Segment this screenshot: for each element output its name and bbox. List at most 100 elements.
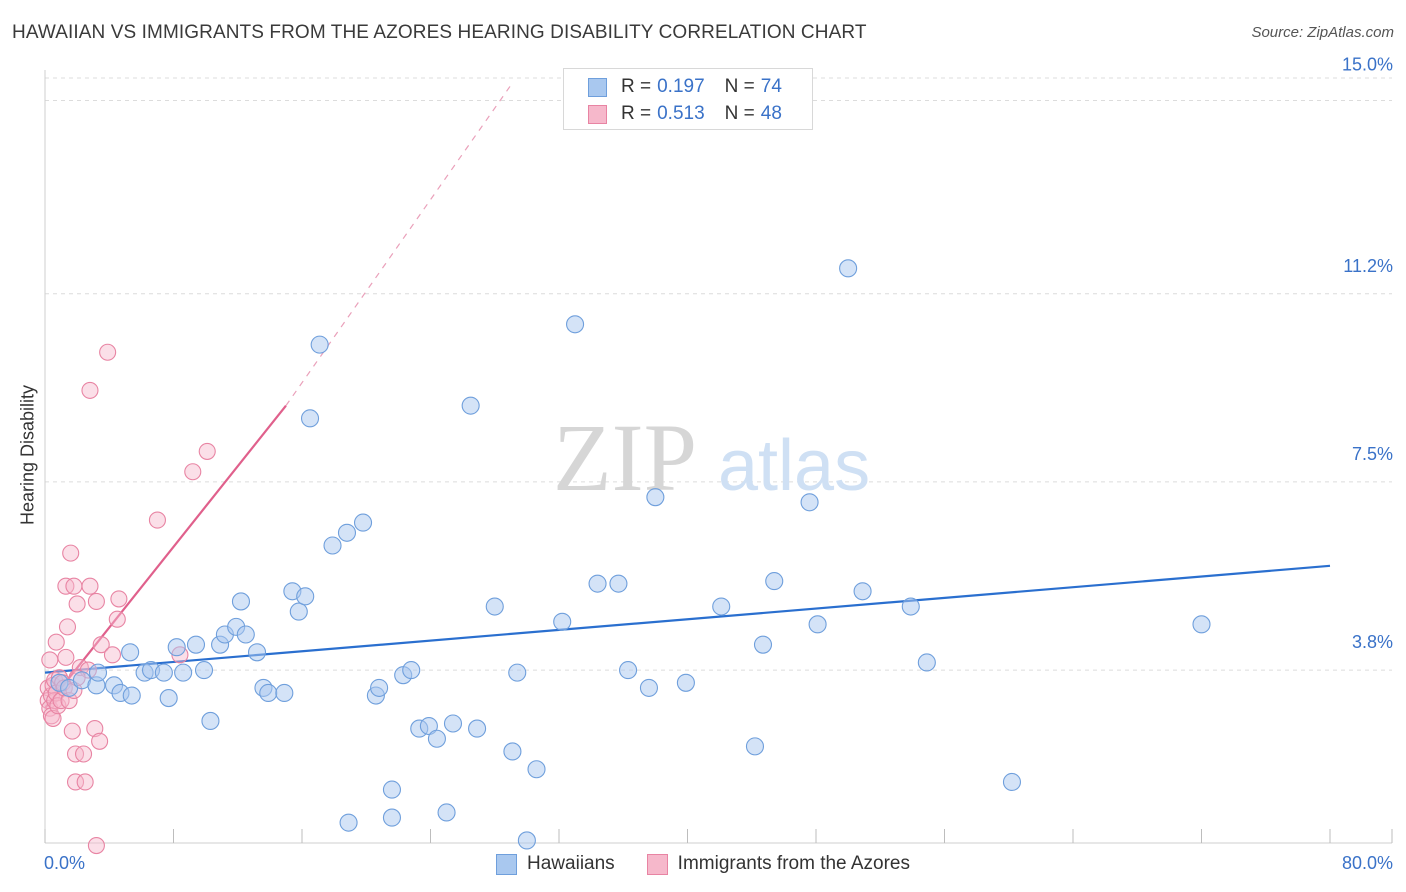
r-value: 0.513	[657, 103, 705, 124]
n-label: N =	[724, 103, 755, 124]
hawaiian-point	[427, 729, 446, 748]
trend-lines	[44, 84, 1331, 709]
azores-point	[99, 343, 117, 361]
hawaiian-point	[174, 663, 193, 682]
legend-label-azores: Immigrants from the Azores	[677, 853, 910, 874]
hawaiian-point	[339, 813, 358, 832]
hawaiian-point	[527, 760, 546, 779]
hawaiian-point	[236, 625, 255, 644]
hawaiians-swatch	[588, 77, 607, 97]
y-tick-label: 15.0%	[1342, 55, 1393, 75]
azores-point	[66, 773, 85, 791]
hawaiian-point	[419, 716, 438, 736]
azores-point	[57, 648, 75, 666]
azores-point	[41, 651, 59, 669]
source-label: Source: ZipAtlas.com	[1251, 24, 1394, 41]
azores-point	[103, 646, 122, 664]
azores-point	[86, 720, 104, 738]
azores-point	[148, 511, 166, 529]
tick-labels: 3.8% 7.5% 11.2% 15.0% 0.0% 80.0%	[44, 55, 1393, 873]
hawaiian-point	[901, 597, 920, 616]
hawaiian-point	[461, 396, 480, 415]
azores-point	[44, 709, 62, 727]
hawaiian-point	[917, 653, 936, 672]
watermark-zip: ZIP	[553, 404, 697, 511]
hawaiian-point	[1192, 615, 1211, 634]
azores-point	[92, 636, 110, 654]
azores-point	[87, 836, 105, 855]
hawaiian-point	[247, 643, 267, 662]
hawaiian-point	[712, 597, 731, 616]
hawaiian-point	[201, 711, 220, 730]
hawaiian-point	[300, 409, 320, 428]
azores-point	[108, 610, 126, 628]
trend-line-azores	[44, 404, 287, 709]
hawaiian-point	[639, 678, 659, 697]
stats-legend-row-azores: R = 0.513 N = 48	[588, 101, 782, 127]
azores-point	[63, 722, 81, 740]
r-value: 0.197	[657, 76, 705, 97]
hawaiian-point	[839, 259, 858, 278]
hawaiian-point	[382, 780, 402, 799]
r-label: R =	[621, 76, 652, 97]
watermark-atlas: atlas	[718, 426, 870, 506]
hawaiian-point	[337, 523, 357, 542]
hawaiian-point	[745, 737, 765, 756]
hawaiian-point	[353, 513, 373, 532]
legend-label-hawaiians: Hawaiians	[527, 853, 615, 874]
x-tick-label: 0.0%	[44, 853, 85, 873]
hawaiian-point	[566, 315, 585, 334]
hawaiian-point	[194, 661, 214, 680]
legend-item-hawaiians[interactable]: Hawaiians	[496, 853, 615, 875]
hawaiian-point	[753, 635, 773, 654]
stats-legend-row-hawaiians: R = 0.197 N = 74	[588, 74, 782, 100]
watermark: ZIP atlas	[553, 404, 870, 511]
azores-swatch	[588, 104, 607, 124]
hawaiian-point	[186, 635, 206, 654]
hawaiian-point	[323, 536, 342, 555]
y-axis-label: Hearing Disability	[17, 384, 38, 526]
hawaiian-point	[517, 831, 536, 850]
hawaiian-point	[382, 808, 402, 827]
hawaiian-point	[646, 488, 665, 507]
azores-point	[76, 773, 94, 791]
legend-item-azores[interactable]: Immigrants from the Azores	[646, 853, 910, 875]
azores-point	[81, 577, 99, 595]
hawaiian-point	[676, 673, 695, 692]
hawaiian-point	[88, 663, 108, 682]
n-value: 74	[760, 76, 782, 97]
azores-point	[49, 697, 67, 715]
azores-point	[65, 577, 83, 595]
hawaiian-point	[503, 742, 522, 761]
hawaiian-point	[508, 663, 527, 682]
hawaiian-point	[370, 678, 389, 697]
azores-point	[87, 592, 105, 610]
hawaiian-point	[553, 612, 572, 631]
hawaiian-point	[275, 683, 294, 703]
hawaiian-point	[485, 597, 504, 616]
azores-point	[47, 633, 65, 651]
hawaiian-point	[853, 582, 872, 601]
hawaiian-point	[289, 602, 308, 621]
hawaiian-point	[443, 714, 463, 733]
n-value: 48	[760, 103, 782, 124]
trend-line-azores-extension	[285, 84, 512, 406]
hawaiian-point	[296, 587, 315, 606]
azores-legend-swatch	[646, 853, 668, 875]
azores-point	[198, 442, 216, 460]
azores-point	[184, 463, 202, 481]
y-tick-label: 7.5%	[1352, 444, 1393, 464]
hawaiian-point	[310, 335, 329, 354]
hawaiian-point	[609, 574, 628, 593]
hawaiian-point	[1002, 772, 1022, 792]
hawaiian-point	[167, 638, 186, 657]
hawaiian-point	[765, 572, 784, 591]
grid-lines	[45, 77, 1392, 671]
hawaiian-point	[619, 661, 638, 680]
hawaiian-point	[437, 803, 456, 822]
x-tick-label: 80.0%	[1342, 853, 1393, 873]
hawaiian-point	[468, 719, 487, 738]
azores-point	[58, 618, 77, 636]
hawaiian-point	[121, 643, 140, 662]
